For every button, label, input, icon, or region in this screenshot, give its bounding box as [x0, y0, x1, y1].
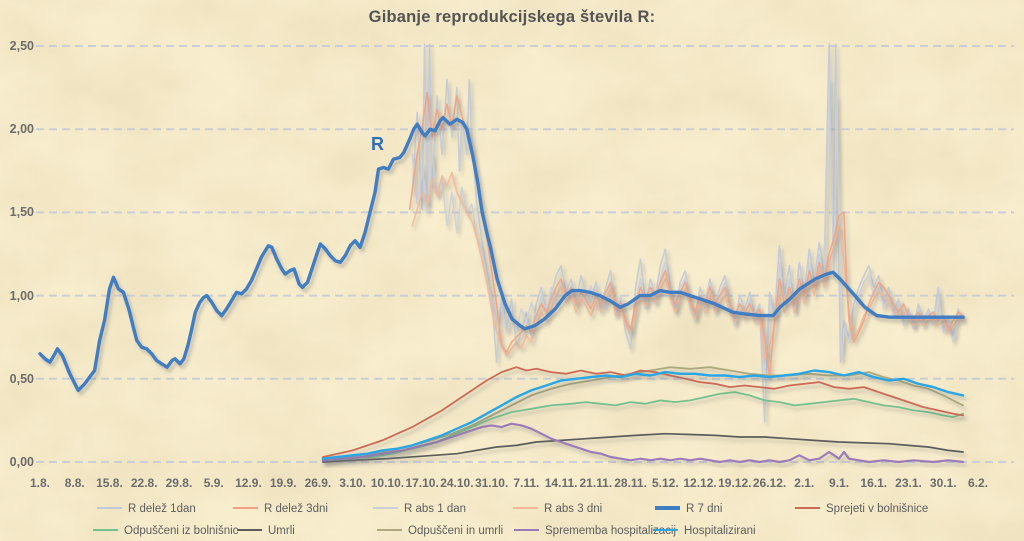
- x-tick-label: 3.10.: [339, 476, 367, 490]
- x-tick-label: 1.8.: [29, 476, 51, 490]
- x-tick-label: 17.10.: [405, 476, 439, 490]
- legend-label: R 7 dni: [686, 503, 723, 515]
- y-tick-label: 0,50: [9, 371, 34, 386]
- x-tick-label: 21.11.: [579, 476, 613, 490]
- legend-label: R abs 3 dni: [544, 503, 603, 515]
- x-tick-label: 19.9.: [269, 476, 297, 490]
- y-tick-label: 0,00: [9, 455, 34, 469]
- legend-swatch: [233, 506, 258, 509]
- x-tick-label: 12.12.: [683, 476, 717, 490]
- x-tick-label: 6.2.: [967, 476, 989, 490]
- legend-item-r-abs-3-dni: R abs 3 dni: [513, 502, 602, 516]
- series-line-r-delez-1dan: [411, 43, 964, 423]
- legend-swatch: [97, 506, 122, 509]
- legend-swatch: [513, 506, 538, 509]
- legend-label: R delež 3dni: [264, 503, 328, 515]
- series-line-r-7-dni: [38, 115, 965, 393]
- legend-label: R delež 1dan: [128, 503, 196, 515]
- legend-swatch: [377, 528, 402, 531]
- x-tick-label: 12.9.: [235, 476, 262, 490]
- legend-item-hospitalizirani: Hospitalizirani: [653, 524, 756, 538]
- series-line-r-delez-3dni: [408, 91, 964, 378]
- x-tick-label: 9.1.: [829, 476, 850, 490]
- series-line-hospitalizirani: [321, 369, 965, 460]
- x-tick-label: 2.1.: [794, 476, 815, 490]
- x-tick-label: 15.8.: [96, 476, 123, 490]
- x-tick-label: 14.11.: [544, 476, 578, 490]
- x-tick-label: 5.12.: [651, 476, 679, 490]
- r-annotation: R: [371, 134, 384, 154]
- legend-label: Sprejeti v bolnišnice: [826, 503, 929, 515]
- y-tick-label: 1,00: [9, 288, 34, 303]
- legend-item-sprememba-hospitalizacij: Sprememba hospitalizacij: [514, 524, 676, 538]
- x-tick-label: 7.11.: [513, 476, 540, 490]
- series-line-odpusceni-in-umrli: [322, 366, 964, 460]
- legend-label: Umrli: [268, 525, 295, 537]
- series-line-r-abs-3dni: [411, 171, 964, 360]
- x-tick-label: 28.11.: [614, 476, 647, 490]
- legend-item-r-dele-1dan: R delež 1dan: [97, 502, 196, 516]
- legend-item-umrli: Umrli: [237, 524, 295, 538]
- legend-item-r-7-dni: R 7 dni: [655, 502, 722, 516]
- x-tick-label: 23.1.: [895, 476, 922, 490]
- series-line-umrli: [322, 432, 964, 463]
- legend-swatch: [514, 528, 539, 532]
- x-tick-label: 22.8.: [130, 476, 158, 490]
- y-tick-label: 1,50: [9, 205, 34, 220]
- x-tick-label: 19.12.: [718, 476, 752, 490]
- legend-label: Hospitalizirani: [684, 525, 756, 537]
- gridlines: [36, 45, 1014, 463]
- legend-swatch: [655, 506, 680, 510]
- legend-item-r-dele-3dni: R delež 3dni: [233, 502, 328, 516]
- legend-item-odpu-eni-iz-bolni-nic: Odpuščeni iz bolnišnic: [93, 524, 238, 538]
- y-tick-label: 2,00: [9, 122, 34, 137]
- x-tick-label: 30.1.: [929, 476, 957, 490]
- chart-title: Gibanje reprodukcijskega števila R:: [368, 8, 656, 26]
- legend-swatch: [93, 528, 118, 531]
- x-tick-label: 24.10.: [440, 476, 474, 490]
- x-tick-label: 16.1.: [860, 476, 888, 490]
- series-group: [38, 43, 965, 464]
- x-tick-label: 5.9.: [203, 476, 224, 490]
- y-tick-label: 2,50: [9, 39, 34, 53]
- series-line-sprejeti-v-bolnisnice: [322, 366, 964, 458]
- series-line-r-abs-1dan: [411, 78, 964, 372]
- series-line-odpusceni-iz-bolnisnic: [322, 391, 964, 462]
- series-line-sprememba-hospitalizacij: [321, 422, 965, 464]
- legend-swatch: [795, 506, 820, 509]
- x-tick-label: 10.10.: [370, 476, 405, 490]
- legend-swatch: [653, 528, 678, 532]
- x-tick-label: 8.8.: [64, 476, 85, 490]
- legend-label: Odpuščeni iz bolnišnic: [124, 525, 239, 537]
- legend-label: Sprememba hospitalizacij: [545, 525, 677, 537]
- legend-label: Odpuščeni in umrli: [408, 525, 504, 537]
- x-tick-label: 26.9.: [304, 476, 332, 490]
- x-tick-label: 29.8.: [165, 476, 193, 490]
- legend-item-sprejeti-v-bolni-nice: Sprejeti v bolnišnice: [795, 502, 928, 516]
- legend-item-odpu-eni-in-umrli: Odpuščeni in umrli: [377, 524, 503, 538]
- legend-item-r-abs-1-dan: R abs 1 dan: [373, 502, 466, 516]
- legend-label: R abs 1 dan: [404, 503, 467, 515]
- x-tick-label: 31.10.: [474, 476, 509, 490]
- legend-swatch: [237, 528, 262, 531]
- legend-swatch: [373, 506, 398, 509]
- x-tick-label: 26.12.: [752, 476, 787, 490]
